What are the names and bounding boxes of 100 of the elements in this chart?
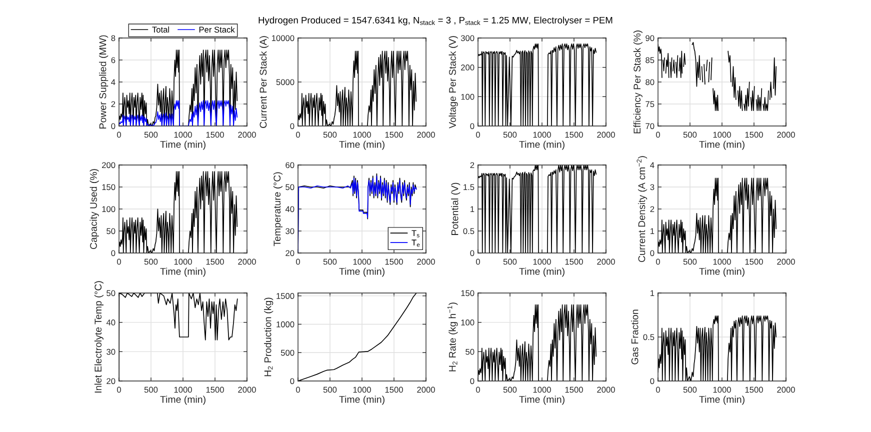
- y-tick-label: 0: [650, 250, 654, 256]
- x-tick-label: 1000: [174, 258, 192, 265]
- y-tick-label: 500: [280, 350, 294, 356]
- x-tick-label: 500: [323, 258, 337, 265]
- y-tick-label: 0: [111, 250, 116, 256]
- x-axis-title: Time (min): [339, 396, 384, 405]
- x-tick-label: 2000: [417, 132, 435, 138]
- x-axis-title: Time (min): [519, 268, 564, 277]
- y-tick-label: 85: [646, 57, 654, 64]
- x-tick-label: 2000: [777, 132, 795, 138]
- legend-label: Total: [152, 26, 170, 33]
- line-series: [298, 50, 417, 126]
- x-tick-label: 1500: [385, 132, 403, 138]
- x-axis-title: Time (min): [699, 268, 744, 277]
- legend-label: Per Stack: [199, 26, 235, 33]
- y-tick-label: 50: [106, 228, 116, 234]
- x-tick-label: 1500: [385, 258, 403, 265]
- x-tick-label: 1500: [385, 386, 403, 393]
- y-axis-title: Potential (V): [451, 182, 460, 235]
- y-tick-label: 50: [286, 184, 294, 190]
- x-tick-label: 2000: [417, 258, 435, 265]
- y-tick-label: 300: [460, 35, 474, 42]
- line-series: [119, 171, 238, 253]
- y-tick-label: 0: [470, 378, 474, 384]
- x-tick-label: 1000: [713, 132, 731, 138]
- y-tick-label: 150: [461, 290, 474, 296]
- y-tick-label: 50: [106, 290, 116, 296]
- x-tick-label: 1000: [533, 132, 551, 138]
- x-tick-label: 2000: [597, 386, 615, 393]
- y-tick-label: 100: [102, 206, 116, 212]
- y-axis-title: Efficiency Per Stack (%): [633, 30, 642, 134]
- y-tick-label: 1: [470, 206, 474, 212]
- y-tick-label: 1: [650, 228, 654, 234]
- y-tick-label: 0: [111, 123, 116, 130]
- x-tick-label: 2000: [597, 132, 615, 138]
- x-tick-label: 2000: [238, 386, 256, 393]
- x-tick-label: 500: [144, 132, 158, 138]
- y-tick-label: 8: [111, 35, 116, 42]
- x-tick-label: 0: [296, 132, 300, 138]
- y-tick-label: 0: [650, 378, 654, 384]
- y-axis-title: Gas Fraction: [631, 310, 638, 364]
- x-tick-label: 1500: [745, 258, 763, 265]
- x-tick-label: 1000: [353, 386, 371, 393]
- y-tick-label: 20: [286, 250, 294, 256]
- x-tick-label: 1500: [745, 386, 763, 393]
- line-series: [478, 304, 597, 381]
- x-tick-label: 2000: [417, 386, 435, 393]
- x-axis-title: Time (min): [160, 396, 206, 405]
- x-axis-title: Time (min): [519, 396, 564, 405]
- y-axis-title: Power Supplied (MW): [99, 35, 108, 128]
- x-tick-label: 500: [683, 258, 697, 265]
- x-tick-label: 500: [144, 386, 158, 393]
- y-tick-label: 30: [106, 348, 116, 355]
- x-tick-label: 1500: [206, 386, 224, 393]
- x-tick-label: 0: [656, 386, 660, 393]
- y-tick-label: 0: [470, 250, 474, 256]
- x-axis-title: Time (min): [160, 268, 206, 277]
- y-tick-label: 1: [650, 290, 654, 296]
- x-tick-label: 1000: [713, 386, 731, 393]
- y-tick-label: 1500: [276, 293, 294, 299]
- y-axis-title: H$_{2}$ Production (kg): [264, 298, 274, 376]
- x-tick-label: 2000: [597, 258, 615, 265]
- line-series: [119, 100, 238, 126]
- y-axis-title: Current Density (A cm$^{−2}$): [636, 156, 648, 262]
- x-tick-label: 500: [503, 132, 517, 138]
- y-tick-label: 1.5: [464, 184, 474, 190]
- x-tick-label: 500: [503, 386, 517, 393]
- x-tick-label: 1500: [745, 132, 763, 138]
- y-tick-label: 3: [650, 184, 654, 190]
- x-tick-label: 1000: [533, 386, 551, 393]
- x-axis-title: Time (min): [339, 268, 384, 277]
- x-tick-label: 0: [476, 132, 480, 138]
- y-tick-label: 100: [461, 94, 474, 100]
- y-tick-label: 100: [461, 320, 474, 326]
- x-tick-label: 1000: [713, 258, 731, 265]
- y-tick-label: 200: [102, 162, 116, 168]
- x-tick-label: 0: [117, 132, 121, 138]
- x-tick-label: 500: [683, 132, 697, 138]
- x-tick-label: 500: [323, 132, 337, 138]
- line-series: [658, 178, 777, 253]
- x-tick-label: 1000: [174, 132, 192, 138]
- y-tick-label: 2: [111, 101, 116, 108]
- x-tick-label: 0: [296, 386, 300, 393]
- y-tick-label: 50: [466, 348, 474, 355]
- text: Hydrogen Produced = 1547.6341 kg, N$_{stack}$ = 3 , P$_{stack}$ = 1.25 MW, Electrolyser = PEM: [258, 16, 612, 26]
- y-tick-label: 80: [646, 79, 654, 86]
- y-tick-label: 70: [646, 123, 654, 130]
- x-tick-label: 1500: [206, 258, 224, 265]
- y-tick-label: 4: [111, 79, 116, 86]
- y-axis-title: Current Per Stack (A): [260, 36, 269, 128]
- y-tick-label: 0.5: [643, 334, 654, 340]
- x-tick-label: 2000: [238, 258, 256, 265]
- y-tick-label: 4: [650, 162, 654, 168]
- y-axis-title: Inlet Electrolyte Temp (°C): [94, 281, 104, 393]
- x-tick-label: 1000: [174, 386, 192, 393]
- x-tick-label: 1500: [565, 258, 583, 265]
- y-tick-label: 5000: [276, 79, 294, 86]
- x-tick-label: 0: [476, 258, 480, 265]
- y-axis-title: Temperature (°C): [273, 172, 282, 246]
- line-series: [658, 315, 777, 381]
